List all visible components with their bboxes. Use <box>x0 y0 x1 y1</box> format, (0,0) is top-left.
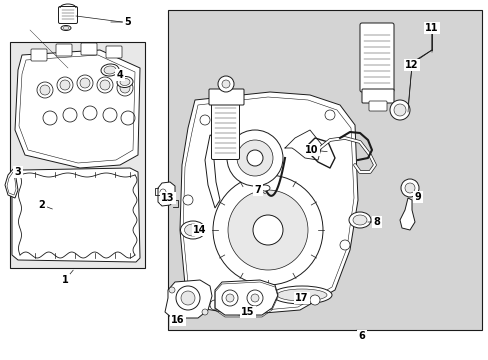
Circle shape <box>60 80 70 90</box>
Text: 15: 15 <box>241 307 254 317</box>
Ellipse shape <box>352 215 366 225</box>
Circle shape <box>389 100 409 120</box>
Circle shape <box>209 300 220 310</box>
Bar <box>168 10 481 330</box>
Circle shape <box>393 104 405 116</box>
Text: 5: 5 <box>124 17 131 27</box>
Circle shape <box>226 130 283 186</box>
Circle shape <box>222 290 238 306</box>
Circle shape <box>237 140 272 176</box>
FancyBboxPatch shape <box>59 6 77 23</box>
Polygon shape <box>180 92 357 315</box>
Polygon shape <box>399 198 414 230</box>
FancyBboxPatch shape <box>368 101 386 111</box>
Bar <box>10 42 145 268</box>
Circle shape <box>40 85 50 95</box>
Ellipse shape <box>348 212 370 228</box>
Polygon shape <box>12 168 140 262</box>
Circle shape <box>218 76 234 92</box>
FancyBboxPatch shape <box>106 46 122 58</box>
Circle shape <box>200 115 209 125</box>
Circle shape <box>246 290 263 306</box>
Polygon shape <box>5 168 18 198</box>
Circle shape <box>37 82 53 98</box>
Ellipse shape <box>104 66 116 74</box>
Circle shape <box>252 215 283 245</box>
Text: 2: 2 <box>39 200 45 210</box>
Circle shape <box>222 80 229 88</box>
Circle shape <box>246 150 263 166</box>
Text: 13: 13 <box>161 193 174 203</box>
Circle shape <box>227 190 307 270</box>
FancyBboxPatch shape <box>361 89 393 103</box>
Text: 12: 12 <box>405 60 418 70</box>
Text: 4: 4 <box>116 70 123 80</box>
FancyBboxPatch shape <box>31 49 47 61</box>
Circle shape <box>121 111 135 125</box>
Text: 8: 8 <box>373 217 380 227</box>
Circle shape <box>176 286 200 310</box>
Ellipse shape <box>63 27 69 30</box>
Circle shape <box>202 309 207 315</box>
Ellipse shape <box>276 289 326 301</box>
Circle shape <box>83 106 97 120</box>
Circle shape <box>167 194 173 200</box>
Text: 3: 3 <box>15 167 21 177</box>
Text: 9: 9 <box>414 192 421 202</box>
Polygon shape <box>164 280 212 318</box>
Circle shape <box>63 108 77 122</box>
Circle shape <box>57 77 73 93</box>
FancyBboxPatch shape <box>208 89 244 105</box>
Circle shape <box>97 77 113 93</box>
Circle shape <box>309 295 319 305</box>
Polygon shape <box>15 50 140 168</box>
Ellipse shape <box>180 221 205 239</box>
Circle shape <box>400 179 418 197</box>
Circle shape <box>43 111 57 125</box>
Polygon shape <box>204 135 220 208</box>
Circle shape <box>325 110 334 120</box>
FancyBboxPatch shape <box>81 43 97 55</box>
Text: 7: 7 <box>254 185 261 195</box>
Polygon shape <box>158 182 175 206</box>
Circle shape <box>225 294 234 302</box>
Text: 10: 10 <box>305 145 318 155</box>
Circle shape <box>169 287 175 293</box>
Circle shape <box>103 108 117 122</box>
Text: 14: 14 <box>193 225 206 235</box>
Circle shape <box>80 78 90 88</box>
Ellipse shape <box>271 286 331 304</box>
Ellipse shape <box>120 78 130 86</box>
Ellipse shape <box>117 76 133 87</box>
Text: 1: 1 <box>61 275 68 285</box>
Ellipse shape <box>260 185 269 191</box>
Text: 17: 17 <box>295 293 308 303</box>
Circle shape <box>339 240 349 250</box>
Ellipse shape <box>184 224 201 236</box>
Ellipse shape <box>101 64 119 76</box>
Polygon shape <box>215 280 278 315</box>
FancyBboxPatch shape <box>211 99 239 159</box>
Circle shape <box>404 183 414 193</box>
Circle shape <box>160 189 165 195</box>
Circle shape <box>120 83 130 93</box>
Circle shape <box>77 75 93 91</box>
Text: 6: 6 <box>358 331 365 341</box>
Circle shape <box>181 291 195 305</box>
Circle shape <box>250 294 259 302</box>
Circle shape <box>100 80 110 90</box>
Circle shape <box>213 175 323 285</box>
Text: 11: 11 <box>425 23 438 33</box>
Circle shape <box>117 80 133 96</box>
Text: 16: 16 <box>171 315 184 325</box>
FancyBboxPatch shape <box>359 23 393 92</box>
Ellipse shape <box>61 26 71 31</box>
Circle shape <box>183 195 193 205</box>
FancyBboxPatch shape <box>56 44 72 56</box>
